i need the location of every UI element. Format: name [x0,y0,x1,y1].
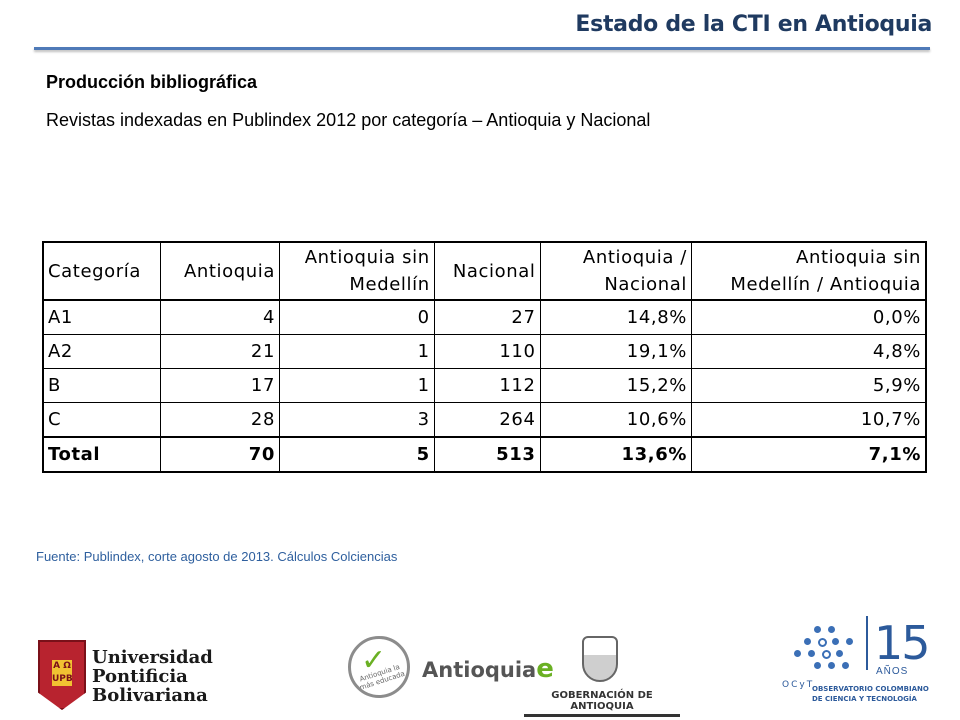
cell-nacional: 264 [433,402,541,438]
table-row: A1 4 0 27 14,8% 0,0% [42,299,927,335]
cell-antioquia-sin-medellin: 3 [279,402,435,438]
ocyt-brand: OCyT [782,680,815,690]
cell-antioquia: 28 [160,402,281,438]
col-header-sin-medellin-antioquia: Antioquia sin Medellín / Antioquia [690,241,927,301]
source-note: Fuente: Publindex, corte agosto de 2013.… [36,549,398,564]
cell-antioquia-nacional: 15,2% [539,368,692,403]
col-header-nacional: Nacional [433,241,541,301]
table-caption: Revistas indexadas en Publindex 2012 por… [46,110,651,130]
antioquia-la-mas-educada-logo: ✓ Antioquia la más educada Antioquiae [348,636,554,708]
journals-table: Categoría Antioquia Antioquia sin Medellí… [42,241,927,473]
title-divider [34,47,930,50]
ocyt-15-anos-logo: 15 AÑOS OCyT OBSERVATORIO COLOMBIANO DE … [778,616,938,716]
cell-antioquia-nacional: 19,1% [539,334,692,369]
upb-wordmark: Universidad Pontificia Bolivariana [92,647,213,706]
cell-categoria: C [42,402,162,438]
col-header-categoria: Categoría [42,241,162,301]
table-header-row: Categoría Antioquia Antioquia sin Medellí… [42,241,927,301]
cell-antioquia-sin-medellin: 1 [279,334,435,369]
ocyt-anniversary-number: 15 [866,616,931,670]
antioquia-wordmark: Antioquiae [422,654,554,684]
gobernacion-antioquia-logo: GOBERNACIÓN DE ANTIOQUIA [520,636,684,717]
cell-sin-medellin-antioquia: 0,0% [690,299,927,335]
cell-categoria: A1 [42,299,162,335]
cell-antioquia: 17 [160,368,281,403]
cell-antioquia-sin-medellin: 0 [279,299,435,335]
cell-total-antioquia-sin-medellin: 5 [279,436,435,473]
cell-nacional: 112 [433,368,541,403]
check-seal-icon: ✓ Antioquia la más educada [348,636,410,698]
gobernacion-label: GOBERNACIÓN DE ANTIOQUIA [524,690,680,717]
cell-total-nacional: 513 [433,436,541,473]
section-heading: Producción bibliográfica [46,72,258,92]
cell-nacional: 110 [433,334,541,369]
table-row: C 28 3 264 10,6% 10,7% [42,402,927,438]
cell-sin-medellin-antioquia: 4,8% [690,334,927,369]
table-row: B 17 1 112 15,2% 5,9% [42,368,927,403]
cell-total-sin-medellin-antioquia: 7,1% [690,436,927,473]
table-total-row: Total 70 5 513 13,6% 7,1% [42,436,927,473]
slide-title: Estado de la CTI en Antioquia [575,12,932,37]
cell-antioquia: 4 [160,299,281,335]
cell-sin-medellin-antioquia: 5,9% [690,368,927,403]
table-row: A2 21 1 110 19,1% 4,8% [42,334,927,369]
ocyt-name: OBSERVATORIO COLOMBIANO DE CIENCIA Y TEC… [812,685,929,703]
cell-antioquia: 21 [160,334,281,369]
col-header-antioquia: Antioquia [160,241,281,301]
cell-categoria: B [42,368,162,403]
cell-total-antioquia: 70 [160,436,281,473]
upb-logo: A Ω UPB Universidad Pontificia Bolivaria… [38,640,228,710]
cell-antioquia-sin-medellin: 1 [279,368,435,403]
cell-total-antioquia-nacional: 13,6% [539,436,692,473]
cell-antioquia-nacional: 10,6% [539,402,692,438]
ocyt-anos-label: AÑOS [876,666,909,677]
cell-sin-medellin-antioquia: 10,7% [690,402,927,438]
cell-categoria: A2 [42,334,162,369]
coat-of-arms-icon [582,636,618,682]
dot-grid-icon [794,624,858,672]
cell-antioquia-nacional: 14,8% [539,299,692,335]
col-header-antioquia-sin-medellin: Antioquia sin Medellín [279,241,435,301]
col-header-antioquia-nacional: Antioquia / Nacional [539,241,692,301]
cell-nacional: 27 [433,299,541,335]
cell-total-label: Total [42,436,162,473]
upb-shield-icon: A Ω UPB [38,640,86,710]
